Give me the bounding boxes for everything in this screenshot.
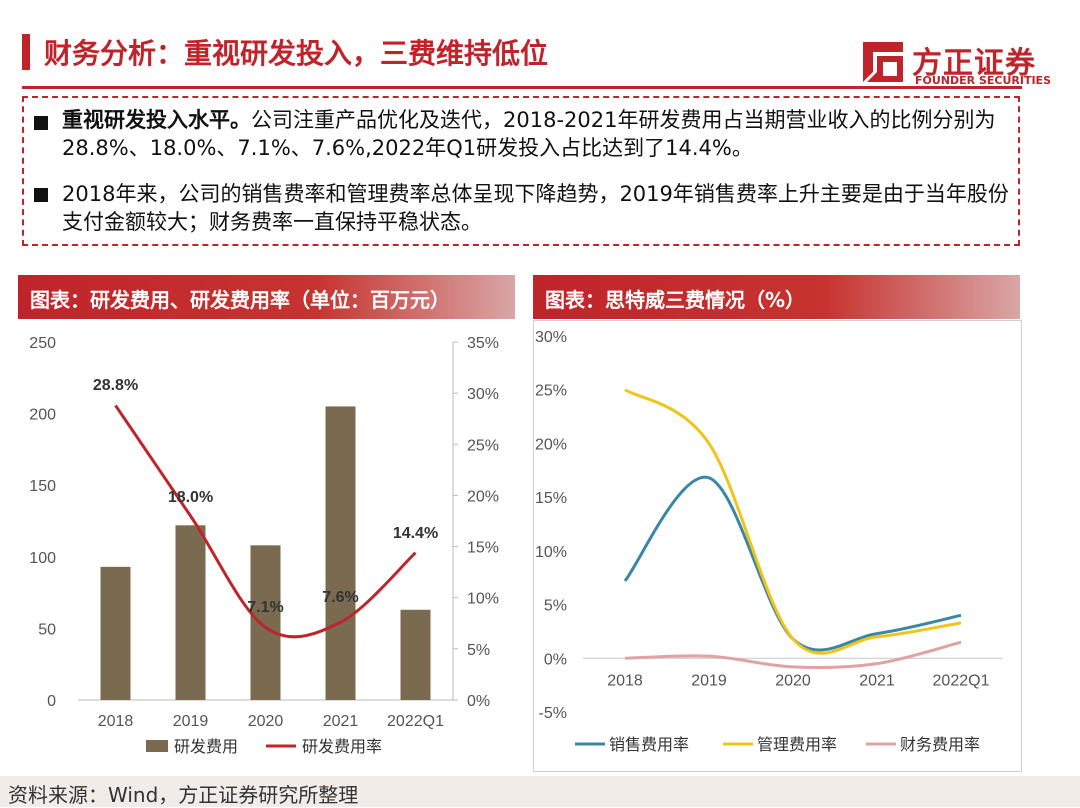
y-right-tick-label: 5%	[467, 642, 490, 659]
y-tick-label: 20%	[535, 436, 567, 453]
bullet-paragraph-2: 2018年来，公司的销售费率和管理费率总体呈现下降趋势，2019年销售费率上升主…	[62, 180, 1012, 236]
source-text: 资料来源：Wind，方正证券研究所整理	[8, 783, 359, 807]
line-rd-rate	[114, 404, 417, 639]
x-tick-label: 2021	[323, 713, 359, 730]
title-accent-bar	[22, 34, 30, 70]
page-title: 财务分析：重视研发投入，三费维持低位	[44, 37, 549, 70]
y-left-tick-label: 50	[38, 621, 56, 638]
logo-text-en: FOUNDER SECURITIES	[915, 74, 1051, 87]
data-label-rate: 18.0%	[168, 489, 213, 506]
x-tick-label: 2018	[98, 713, 134, 730]
y-tick-label: 0%	[544, 651, 567, 668]
data-label-rate: 14.4%	[393, 525, 438, 542]
y-tick-label: 30%	[535, 329, 567, 346]
x-tick-label: 2018	[607, 672, 643, 689]
bullet-square-icon	[34, 116, 48, 130]
y-right-tick-label: 30%	[467, 386, 499, 403]
bar-rd-expense	[100, 566, 131, 700]
y-left-tick-label: 100	[29, 550, 56, 567]
legend-swatch-bar	[146, 740, 168, 752]
y-right-tick-label: 25%	[467, 437, 499, 454]
rd-chart: 0 50 100 150 200 250 0% 5% 10% 15% 20% 25% 30% 35% 201…	[29, 335, 499, 756]
y-tick-label: 25%	[535, 383, 567, 400]
y-left-tick-label: 150	[29, 478, 56, 495]
data-label-rate: 28.8%	[93, 377, 138, 394]
bullet-paragraph-1: 重视研发投入水平。公司注重产品优化及迭代，2018-2021年研发费用占当期营业…	[62, 106, 1012, 162]
line-管理费用率	[624, 388, 962, 655]
y-right-tick-label: 10%	[467, 591, 499, 608]
y-right-tick-label: 35%	[467, 335, 499, 352]
bullet-2-text: 2018年来，公司的销售费率和管理费率总体呈现下降趋势，2019年销售费率上升主…	[62, 182, 1009, 234]
source-footer: 资料来源：Wind，方正证券研究所整理	[0, 776, 1080, 807]
y-right-tick-label: 15%	[467, 540, 499, 557]
bullet-1-text: 公司注重产品优化及迭代，2018-2021年研发费用占当期营业收入的比例分别为2…	[62, 108, 996, 160]
y-tick-label: 15%	[535, 490, 567, 507]
y-left-tick-label: 200	[29, 407, 56, 424]
legend-label-line: 研发费用率	[302, 738, 382, 756]
x-tick-label: 2020	[775, 672, 811, 689]
bar-rd-expense	[325, 406, 356, 700]
x-tick-label: 2022Q1	[387, 713, 444, 730]
legend-label: 销售费用率	[609, 736, 689, 754]
x-tick-label: 2019	[173, 713, 209, 730]
chart2-title: 图表：思特威三费情况（%）	[545, 288, 806, 312]
y-left-tick-label: 0	[47, 693, 56, 710]
y-right-tick-label: 0%	[467, 693, 490, 710]
bullet-square-icon	[34, 188, 48, 202]
legend-label: 财务费用率	[900, 736, 980, 754]
y-tick-label: 5%	[544, 598, 567, 615]
x-tick-label: 2022Q1	[933, 672, 990, 689]
y-left-tick-label: 250	[29, 335, 56, 352]
bullet-1-bold: 重视研发投入水平。	[62, 108, 251, 132]
chart2-header: 图表：思特威三费情况（%）	[533, 275, 1020, 319]
line-财务费用率	[624, 640, 962, 670]
chart1-header: 图表：研发费用、研发费用率（单位：百万元）	[18, 275, 515, 319]
logo-text-cn: 方正证券	[912, 46, 1036, 81]
y-right-tick-label: 20%	[467, 488, 499, 505]
header-divider	[22, 86, 1022, 89]
x-tick-label: 2019	[691, 672, 727, 689]
bar-rd-expense	[250, 545, 281, 700]
data-label-rate: 7.6%	[322, 589, 358, 606]
x-tick-label: 2021	[859, 672, 895, 689]
chart2-frame	[533, 320, 1022, 772]
chart1-title: 图表：研发费用、研发费用率（单位：百万元）	[30, 288, 450, 312]
legend-label: 管理费用率	[757, 736, 837, 754]
line-销售费用率	[623, 475, 962, 652]
expense-chart: -5% 0% 5% 10% 15% 20% 25% 30% 2018 2019 2020 2021 20…	[535, 329, 1003, 754]
founder-logo-icon	[863, 42, 903, 82]
data-label-rate: 7.1%	[247, 599, 283, 616]
bar-rd-expense	[175, 525, 206, 700]
bar-rd-expense	[400, 609, 431, 700]
x-tick-label: 2020	[248, 713, 284, 730]
y-tick-label: -5%	[539, 705, 567, 722]
legend-label-bar: 研发费用	[174, 738, 238, 756]
summary-box: 重视研发投入水平。公司注重产品优化及迭代，2018-2021年研发费用占当期营业…	[22, 96, 1020, 246]
y-tick-label: 10%	[535, 544, 567, 561]
